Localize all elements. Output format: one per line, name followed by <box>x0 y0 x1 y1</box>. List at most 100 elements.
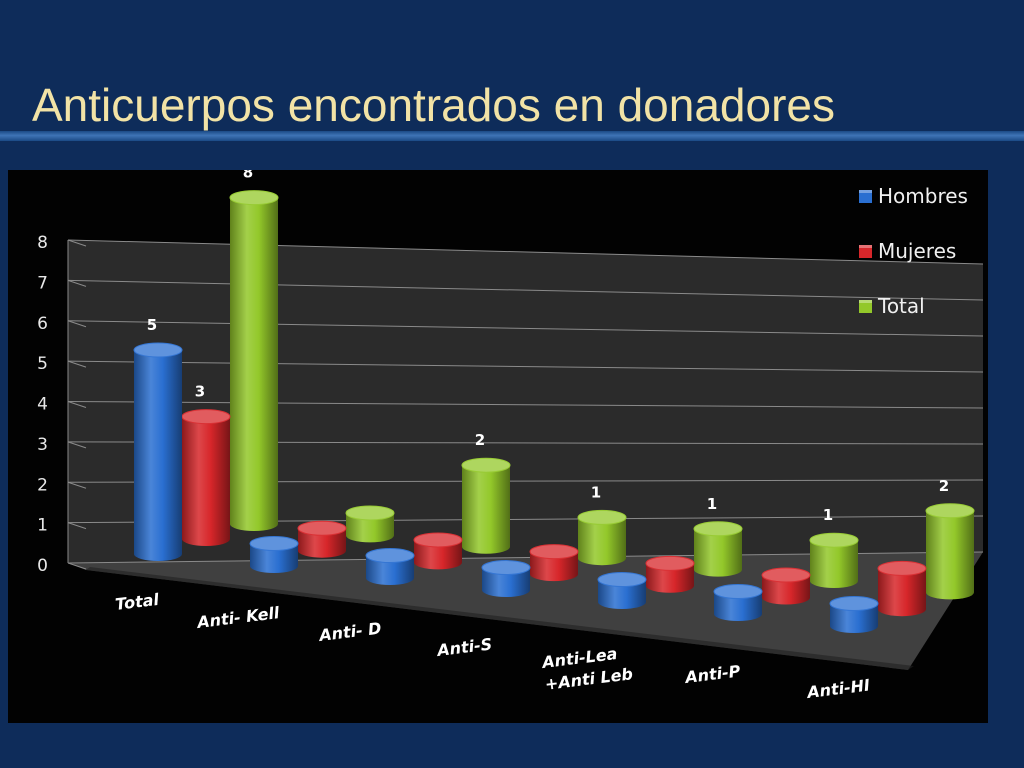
cylinder-top <box>249 536 299 552</box>
legend-swatch <box>859 190 872 203</box>
cylinder-body <box>530 551 578 582</box>
gridline-side <box>67 320 87 328</box>
cylinder-body <box>694 528 742 577</box>
x-category-label: Anti-HI <box>804 675 871 702</box>
cylinder-top <box>529 544 579 560</box>
cylinder-hombres <box>713 584 763 621</box>
floor-edge <box>86 567 914 670</box>
gridline <box>67 279 984 301</box>
legend-swatch <box>859 245 872 258</box>
cylinder-body <box>482 567 530 597</box>
cylinder-hombres <box>597 572 647 609</box>
data-label: 3 <box>195 383 205 401</box>
cylinder-mujeres <box>761 567 811 605</box>
cylinder-hombres <box>133 342 183 561</box>
cylinder-top <box>297 520 347 536</box>
cylinder-top <box>713 584 763 600</box>
cylinder-total <box>229 190 279 531</box>
cylinder-top <box>877 560 927 576</box>
cylinder-body <box>714 591 762 621</box>
chart-panel: 0 1 2 3 4 5 6 7 8 8 2 1 1 1 2 3 5 Total Anti- Kell Anti- D A… <box>8 170 988 723</box>
x-category-label: Anti- Kell <box>194 603 281 632</box>
cylinders <box>133 190 975 633</box>
gridline <box>67 320 984 337</box>
cylinder-body <box>250 543 298 573</box>
gridline-side <box>67 481 87 489</box>
data-label: 1 <box>707 495 717 513</box>
cylinder-top <box>413 532 463 548</box>
x-category-label: Anti-Lea+Anti Leb <box>539 642 634 694</box>
cylinder-body <box>134 350 182 561</box>
legend-label: Hombres <box>878 184 968 208</box>
cylinder-top <box>461 457 511 473</box>
cylinder-top <box>365 548 415 564</box>
title-divider <box>0 131 1024 141</box>
cylinder-body <box>646 563 694 593</box>
cylinder-mujeres <box>645 555 695 593</box>
gridline-side <box>67 279 87 287</box>
y-tick-label: 2 <box>37 475 48 495</box>
legend-swatch <box>859 300 872 313</box>
cylinder-top <box>345 505 395 521</box>
cylinder-total <box>809 532 859 588</box>
cylinder-total <box>925 503 975 600</box>
legend-label: Total <box>877 294 925 318</box>
data-label: 2 <box>475 431 485 449</box>
cylinder-body <box>182 416 230 546</box>
gridline-side <box>67 239 87 247</box>
legend-swatch-highlight <box>859 300 872 303</box>
cylinder-top <box>645 555 695 571</box>
cylinder-mujeres <box>413 532 463 570</box>
cylinder-total <box>345 505 395 543</box>
data-label: 5 <box>147 316 157 334</box>
cylinder-body <box>230 197 278 531</box>
cylinder-mujeres <box>877 560 927 617</box>
cylinder-body <box>926 510 974 600</box>
legend-swatch-highlight <box>859 245 872 248</box>
y-tick-label: 8 <box>37 233 48 253</box>
cylinder-body <box>578 517 626 566</box>
back-wall <box>68 240 983 563</box>
cylinder-top <box>481 560 531 576</box>
cylinder-mujeres <box>181 409 231 546</box>
cylinder-mujeres <box>529 544 579 582</box>
cylinder-total <box>577 509 627 566</box>
cylinder-top <box>925 503 975 519</box>
gridline <box>67 401 984 409</box>
cylinder-top <box>577 509 627 525</box>
cylinder-body <box>598 579 646 609</box>
data-labels: 8 2 1 1 1 2 3 5 <box>147 170 949 524</box>
cylinder-body <box>366 555 414 585</box>
data-label: 2 <box>939 477 949 495</box>
x-category-label: Anti-P <box>682 661 741 687</box>
legend: Hombres Mujeres Total <box>859 184 968 318</box>
cylinder-mujeres <box>297 520 347 558</box>
cylinder-top <box>809 532 859 548</box>
y-tick-label: 5 <box>37 354 48 374</box>
y-tick-label: 7 <box>37 273 48 293</box>
cylinder-body <box>414 539 462 570</box>
cylinder-body <box>830 603 878 633</box>
cylinder-top <box>761 567 811 583</box>
cylinder-top <box>829 596 879 612</box>
gridline <box>67 239 984 265</box>
data-label: 1 <box>823 506 833 524</box>
cylinder-body <box>762 575 810 605</box>
legend-swatch-highlight <box>859 190 872 193</box>
cylinder-hombres <box>481 560 531 597</box>
y-tick-label: 3 <box>37 435 48 455</box>
gridline-side <box>67 562 87 570</box>
cylinder-total <box>693 521 743 577</box>
x-category-label: Anti-S <box>434 634 493 660</box>
cylinder-body <box>462 465 510 554</box>
cylinder-hombres <box>365 548 415 585</box>
slide-title: Anticuerpos encontrados en donadores <box>32 79 836 131</box>
cylinder-body <box>810 540 858 588</box>
data-label: 1 <box>591 483 601 501</box>
cylinder-top <box>181 409 231 425</box>
y-tick-label: 6 <box>37 314 48 334</box>
x-category-label: Total <box>114 590 160 614</box>
cylinder-top <box>693 521 743 537</box>
cylinder-hombres <box>249 536 299 573</box>
data-label: 8 <box>243 170 253 182</box>
